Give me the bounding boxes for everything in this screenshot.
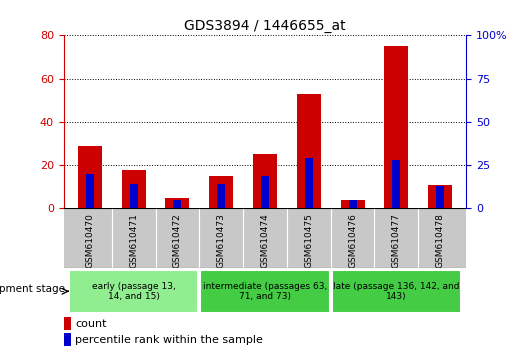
Bar [305, 158, 313, 209]
Bar [64, 317, 71, 330]
Bar [436, 186, 444, 209]
Text: GSM610478: GSM610478 [436, 213, 445, 268]
Text: GSM610471: GSM610471 [129, 213, 138, 268]
Text: GSM610476: GSM610476 [348, 213, 357, 268]
Text: late (passage 136, 142, and
143): late (passage 136, 142, and 143) [333, 281, 460, 301]
Text: percentile rank within the sample: percentile rank within the sample [75, 335, 263, 345]
Bar [64, 333, 71, 346]
Text: early (passage 13,
14, and 15): early (passage 13, 14, and 15) [92, 281, 175, 301]
Text: GSM610474: GSM610474 [261, 213, 269, 268]
Bar [392, 160, 400, 209]
Bar [165, 198, 190, 209]
Title: GDS3894 / 1446655_at: GDS3894 / 1446655_at [184, 19, 346, 33]
Text: intermediate (passages 63,
71, and 73): intermediate (passages 63, 71, and 73) [203, 281, 327, 301]
FancyBboxPatch shape [332, 270, 461, 313]
Text: GSM610472: GSM610472 [173, 213, 182, 268]
Bar [78, 146, 102, 209]
Text: GSM610477: GSM610477 [392, 213, 401, 268]
Bar [297, 94, 321, 209]
Text: GSM610475: GSM610475 [304, 213, 313, 268]
Bar [340, 200, 365, 209]
Bar [253, 154, 277, 209]
Bar [428, 185, 452, 209]
Text: GSM610473: GSM610473 [217, 213, 226, 268]
Bar [209, 176, 233, 209]
Bar [384, 46, 409, 209]
Bar [130, 184, 138, 209]
Bar [173, 200, 181, 209]
Bar [349, 200, 357, 209]
FancyBboxPatch shape [69, 270, 198, 313]
Text: GSM610470: GSM610470 [85, 213, 94, 268]
Bar [217, 184, 225, 209]
Text: count: count [75, 319, 107, 329]
Bar [86, 174, 94, 209]
Bar [121, 170, 146, 209]
Bar [261, 176, 269, 209]
FancyBboxPatch shape [200, 270, 330, 313]
Text: development stage: development stage [0, 284, 65, 294]
